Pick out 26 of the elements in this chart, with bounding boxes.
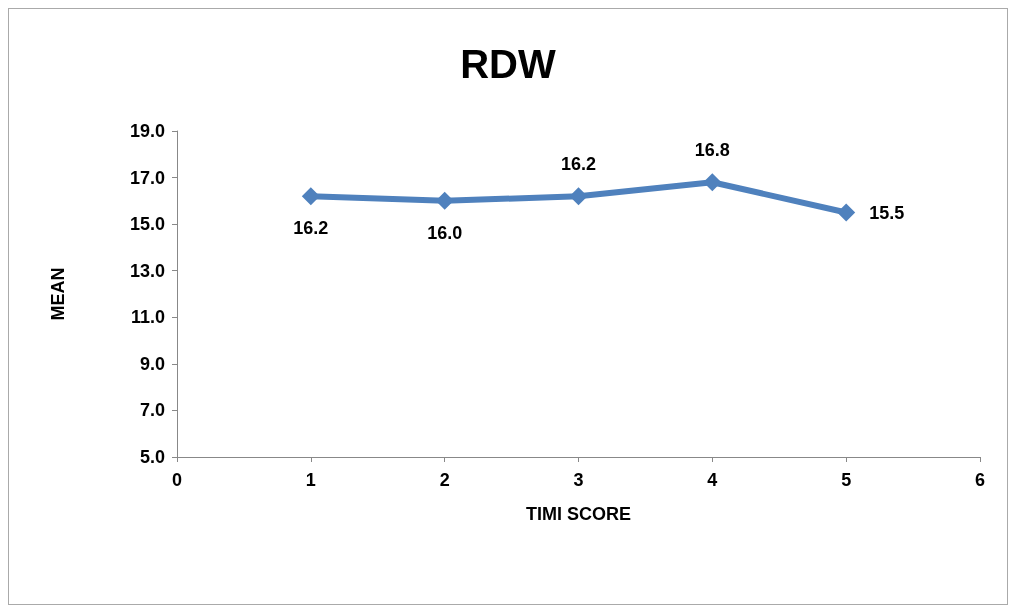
y-tick-label: 11.0 [130,307,165,328]
data-label: 16.0 [427,222,463,243]
y-tick-label: 15.0 [129,214,165,235]
y-tick-label: 17.0 [129,167,165,188]
y-tick-label: 13.0 [129,260,165,281]
y-tick-label: 7.0 [139,400,165,421]
x-tick-label: 5 [841,470,852,490]
data-label: 16.2 [293,218,329,239]
x-tick-label: 4 [707,470,718,490]
y-axis-title: MEAN [48,267,68,321]
data-label: 16.2 [560,154,597,175]
y-tick-label: 19.0 [129,121,165,141]
x-tick-label: 0 [171,470,183,490]
chart-title: RDW [460,42,557,86]
point [301,187,320,206]
data-label: 16.8 [694,140,730,161]
point [703,173,722,192]
x-axis-title: TIMI SCORE [525,504,632,524]
x-tick-label: 3 [573,470,584,490]
point [837,203,856,222]
data-label: 15.5 [869,202,905,223]
y-tick-label: 9.0 [139,353,165,374]
y-tick-label: 5.0 [139,447,165,467]
x-tick-label: 1 [305,470,316,490]
x-tick-label: 6 [974,470,986,490]
x-tick-label: 2 [439,470,450,490]
